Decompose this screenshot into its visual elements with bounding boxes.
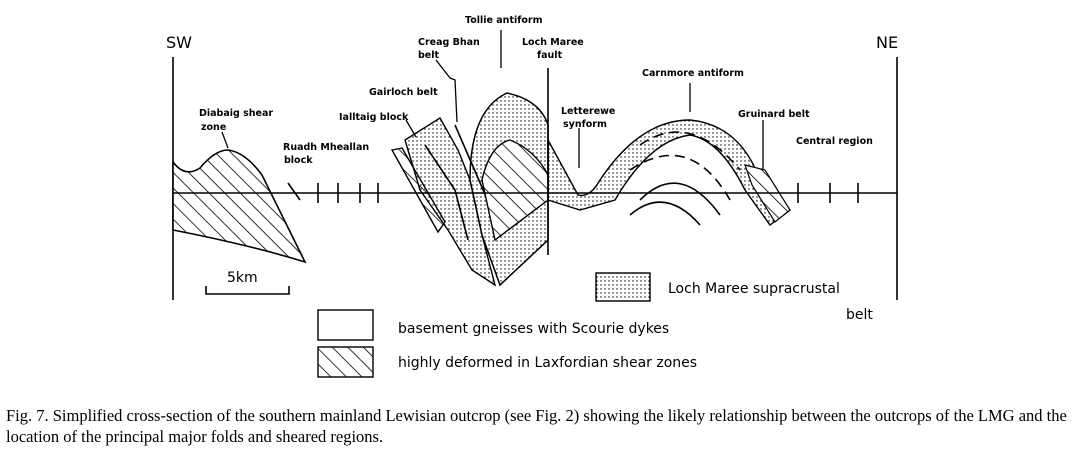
label-diabaig: Diabaig shear [199, 108, 273, 119]
label-gruinard-belt: Gruinard belt [738, 109, 810, 120]
direction-sw: SW [166, 33, 192, 52]
gairloch-supracrustal [404, 117, 497, 287]
label-fault: fault [537, 50, 563, 61]
legend-swatch-blank [317, 309, 374, 341]
label-synform: synform [563, 119, 607, 130]
label-loch-maree: Loch Maree [522, 37, 584, 48]
scale-bar-label: 5km [227, 270, 258, 286]
baseline-ticks [287, 182, 859, 203]
label-ruadh-mheallan: Ruadh Mheallan [283, 142, 369, 153]
cross-section-diagram: SW NE Tollie antiform Cr [166, 15, 898, 378]
label-creag-bhan-belt: belt [418, 50, 439, 61]
label-tollie-antiform: Tollie antiform [465, 15, 543, 26]
carnmore-fold-4 [629, 201, 701, 226]
legend-label-deformed: highly deformed in Laxfordian shear zone… [398, 355, 697, 371]
label-carnmore-antiform: Carnmore antiform [642, 68, 744, 79]
label-diabaig-zone: zone [201, 122, 226, 133]
label-letterewe: Letterewe [561, 106, 615, 117]
legend-swatch-dotted [595, 272, 651, 302]
figure-caption: Fig. 7. Simplified cross-section of the … [6, 406, 1067, 446]
label-ruadh-block: block [284, 155, 313, 166]
legend-label-supracrustal: Loch Maree supracrustal [668, 281, 840, 297]
diabaig-shear-zone [172, 149, 307, 264]
label-creag-bhan: Creag Bhan [418, 37, 480, 48]
legend-swatch-hatched [317, 346, 374, 378]
label-gairloch-belt: Gairloch belt [369, 87, 438, 98]
carnmore-antiform [547, 119, 792, 226]
carnmore-fold-3 [639, 182, 721, 216]
gairloch-belt-line [424, 144, 469, 241]
scale-bar [205, 286, 290, 295]
label-central-region: Central region [796, 136, 873, 147]
legend-label-basement: basement gneisses with Scourie dykes [398, 321, 669, 337]
legend-label-supracrustal-belt: belt [846, 307, 873, 323]
direction-ne: NE [876, 33, 898, 52]
label-ialltaig-block: Ialltaig block [339, 112, 409, 123]
leader-lines [221, 30, 764, 170]
carnmore-dashed-fold-2 [629, 154, 731, 201]
carnmore-dashed-fold-1 [639, 131, 741, 171]
